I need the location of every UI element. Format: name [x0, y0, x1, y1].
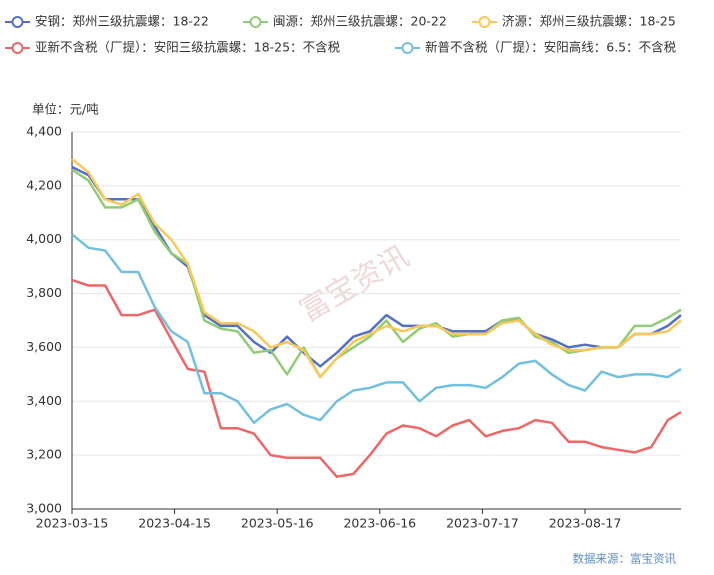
x-tick-label: 2023-08-17 — [549, 516, 622, 531]
y-tick-label: 3,600 — [26, 339, 62, 354]
legend-icon-circle — [11, 42, 24, 54]
x-tick-label: 2023-04-15 — [138, 516, 211, 531]
y-tick-label: 4,000 — [26, 231, 62, 246]
source: 数据来源：富宝资讯 — [573, 552, 677, 566]
legend-item: 安钢：郑州三级抗震螺：18-22 — [5, 14, 209, 29]
legend-label: 安钢：郑州三级抗震螺：18-22 — [35, 14, 209, 29]
y-tick-label: 4,200 — [26, 177, 62, 192]
watermark: 富宝资讯 — [294, 239, 415, 329]
x-tick-label: 2023-07-17 — [446, 516, 519, 531]
legend-item: 济源：郑州三级抗震螺：18-25 — [472, 14, 676, 29]
unit-label: 单位：元/吨 — [32, 102, 99, 117]
legend-label: 闽源：郑州三级抗震螺：20-22 — [273, 14, 447, 29]
y-tick-label: 3,000 — [26, 501, 62, 516]
y-tick-label: 3,400 — [26, 393, 62, 408]
series-line — [71, 233, 682, 425]
legend-icon-circle — [401, 42, 414, 54]
legend-item: 亚新不含税（厂提）：安阳三级抗震螺：18-25：不含税 — [5, 40, 341, 55]
legend-label: 亚新不含税（厂提）：安阳三级抗震螺：18-25：不含税 — [35, 40, 341, 55]
legend-label: 济源：郑州三级抗震螺：18-25 — [502, 14, 676, 29]
legend-item: 闽源：郑州三级抗震螺：20-22 — [243, 14, 447, 29]
series-line — [71, 157, 682, 379]
x-tick-label: 2023-05-16 — [241, 516, 314, 531]
series-line — [71, 278, 682, 478]
y-tick-label: 3,800 — [26, 285, 62, 300]
x-tick-label: 2023-06-16 — [343, 516, 416, 531]
x-tick-label: 2023-03-15 — [36, 516, 109, 531]
legend-icon-circle — [478, 16, 491, 28]
legend-icon-circle — [11, 16, 24, 28]
legend-label: 新普不含税（厂提）：安阳高线：6.5：不含税 — [425, 40, 677, 55]
y-tick-label: 3,200 — [26, 447, 62, 462]
legend-icon-circle — [249, 16, 262, 28]
y-tick-label: 4,400 — [26, 124, 62, 139]
legend-item: 新普不含税（厂提）：安阳高线：6.5：不含税 — [395, 40, 677, 55]
